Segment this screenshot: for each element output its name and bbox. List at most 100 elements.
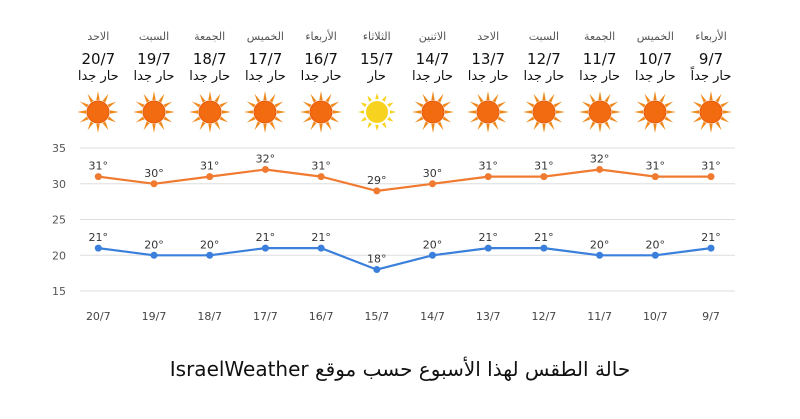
caption: حالة الطقس لهذا الأسبوع حسب موقع IsraelW… [169,357,631,381]
y-tick-label: 20 [52,249,66,262]
data-point-low [94,244,102,252]
x-tick-label: 19/7 [142,310,167,323]
data-point-low [651,251,659,259]
day-date: 17/7 [248,50,283,68]
data-point-low [540,244,548,252]
data-label-high: 30° [144,167,164,180]
sun-icon [522,90,566,134]
data-point-low [707,244,715,252]
x-tick-label: 15/7 [364,310,389,323]
day-date: 15/7 [359,50,394,68]
sun-icon [188,90,232,134]
day-name: السبت [528,30,560,43]
data-point-low [261,244,269,252]
data-point-high [150,180,158,188]
data-point-low [484,244,492,252]
forecast-strip: الأربعاء 9/7 حار جداً الخميس 10/7 حار جدا الجم… [0,0,800,140]
day-date: 14/7 [415,50,450,68]
data-point-high [261,165,269,173]
data-point-high [373,187,381,195]
x-tick-label: 10/7 [643,310,668,323]
data-point-high [317,173,325,181]
y-tick-label: 30 [52,178,66,191]
day-date: 20/7 [81,50,116,68]
data-label-low: 18° [367,253,387,266]
data-label-high: 29° [367,174,387,187]
data-label-high: 31° [701,160,721,173]
day-name: الاثنين [418,30,447,43]
data-label-high: 31° [478,160,498,173]
data-point-high [206,173,214,181]
day-date: 9/7 [698,50,724,68]
series-line-low [98,246,712,271]
data-label-low: 20° [590,238,610,251]
data-label-low: 21° [478,231,498,244]
data-label-high: 31° [311,160,331,173]
sun-icon [689,90,733,134]
data-point-high [651,173,659,181]
day-condition: حار جدا [412,69,453,84]
data-label-low: 20° [144,238,164,251]
data-point-high [94,173,102,181]
data-point-low [596,251,604,259]
day-date: 13/7 [471,50,506,68]
day-condition: حار جدا [300,69,342,84]
day-date: 12/7 [527,50,561,68]
day-condition: حار جدا [133,69,175,84]
data-point-high [429,180,436,188]
day-date: 16/7 [304,50,338,68]
data-point-low [150,251,158,259]
day-condition: حار جدا [77,69,119,84]
data-label-high: 31° [200,160,220,173]
day-condition: حار جدا [244,69,286,84]
x-tick-label: 14/7 [420,310,445,323]
y-tick-label: 15 [52,285,66,298]
day-condition: حار [367,69,386,84]
data-label-high: 31° [534,160,554,173]
series-line-high [98,168,711,193]
data-label-high: 32° [256,152,276,165]
x-tick-label: 20/7 [86,310,111,323]
day-name: الأربعاء [695,30,727,43]
data-point-low [373,266,381,274]
day-date: 11/7 [582,50,617,68]
data-label-low: 21° [89,231,109,244]
day-name: السبت [138,30,170,43]
sun-icon [633,90,677,134]
day-condition: حار جداً [690,69,732,84]
day-condition: حار جدا [467,69,509,84]
x-tick-label: 12/7 [532,310,557,323]
data-point-high [484,173,492,181]
data-label-low: 20° [646,238,666,251]
x-tick-label: 13/7 [476,310,501,323]
data-label-high: 31° [646,160,666,173]
day-condition: حار جدا [579,69,621,84]
data-label-high: 30° [423,167,443,180]
day-name: الجمعة [584,30,616,43]
sun-icon [132,90,176,134]
y-tick-label: 25 [52,214,66,227]
day-name: الجمعة [194,30,226,43]
data-label-high: 31° [89,160,109,173]
data-label-low: 21° [534,231,554,244]
x-tick-label: 17/7 [253,310,278,323]
sun-icon [243,90,287,134]
data-label-low: 20° [200,238,220,251]
day-condition: حار جدا [634,69,676,84]
data-point-high [540,173,548,181]
sun-mild-icon [355,90,399,134]
data-label-low: 21° [311,231,331,244]
data-point-high [707,173,715,181]
data-label-low: 21° [256,231,276,244]
temperature-chart: 15 20 25 30 35 9/7 10/7 11/7 12/7 13/7 14/7 15/7 16/… [52,142,735,323]
x-tick-label: 18/7 [197,310,222,323]
sun-icon [578,90,622,134]
day-name: الأربعاء [305,30,337,43]
sun-icon [466,90,510,134]
x-tick-label: 16/7 [309,310,334,323]
day-name: الاحد [87,30,110,43]
x-tick-label: 11/7 [587,310,612,323]
day-date: 19/7 [137,50,171,68]
data-label-low: 20° [423,238,443,251]
sun-icon [299,90,343,134]
